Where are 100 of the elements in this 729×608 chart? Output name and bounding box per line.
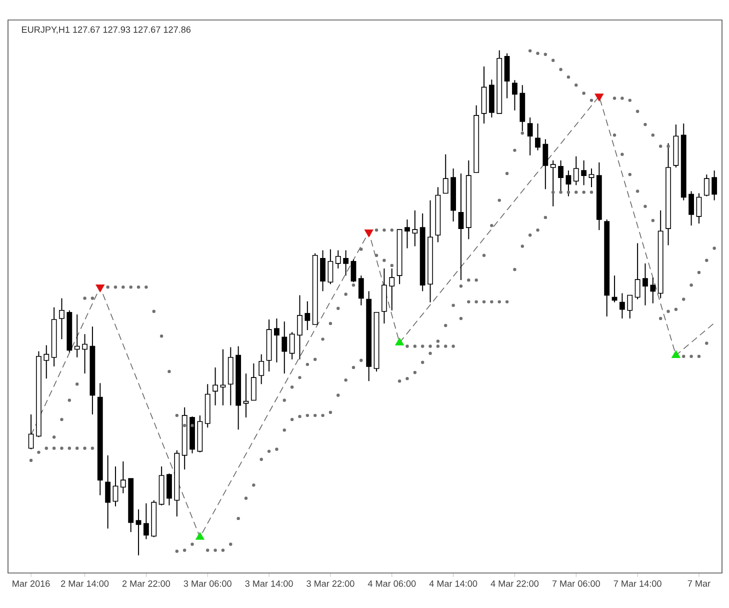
candlestick [619, 292, 625, 319]
point [390, 264, 394, 268]
point [360, 358, 363, 362]
point [474, 300, 478, 304]
candlestick [328, 248, 334, 285]
candlestick [250, 362, 256, 401]
x-tick-label: 2 Mar 22:00 [122, 580, 170, 587]
candlestick [542, 138, 548, 190]
candlestick [28, 414, 34, 450]
candlestick [527, 116, 533, 156]
candlestick [143, 502, 149, 540]
candlestick [550, 160, 556, 207]
point [705, 342, 708, 345]
point [306, 362, 310, 366]
point [620, 152, 624, 156]
chart-title: EURJPY,H1 127.67 127.93 127.67 127.86 [22, 26, 191, 34]
point [520, 244, 524, 248]
candlestick [120, 460, 126, 494]
point [490, 224, 494, 228]
point [498, 198, 501, 202]
point [290, 386, 294, 389]
point [96, 284, 105, 292]
point [682, 354, 686, 358]
candlestick [212, 366, 218, 406]
point [482, 254, 486, 257]
point [328, 322, 332, 326]
candlestick [696, 192, 702, 224]
candlestick [404, 218, 410, 249]
candlestick [82, 334, 88, 374]
point [321, 338, 324, 341]
x-tick-label: 7 Mar 06:00 [552, 580, 600, 587]
point [374, 254, 378, 257]
point [436, 344, 440, 348]
point [528, 49, 532, 52]
x-tick-label: 2 Mar 14:00 [61, 580, 109, 587]
point [175, 550, 179, 553]
candlestick [136, 508, 142, 556]
x-tick-label: 3 Mar 14:00 [245, 580, 293, 587]
candlestick [688, 190, 694, 226]
point [628, 172, 632, 176]
candlestick [389, 268, 395, 311]
candlestick [112, 466, 118, 507]
point [574, 84, 578, 87]
x-tick-label: 7 Mar 14:00 [614, 580, 662, 587]
point [559, 68, 562, 72]
candlestick [412, 210, 418, 247]
point [344, 378, 348, 382]
point [658, 316, 662, 320]
point [420, 344, 424, 348]
point [594, 94, 604, 102]
candlestick [712, 170, 718, 201]
point [336, 394, 340, 397]
candlestick [105, 454, 111, 530]
point [513, 268, 516, 272]
candlestick [59, 298, 64, 340]
x-tick-label: 3 Mar 06:00 [184, 580, 232, 587]
candlestick [581, 160, 587, 186]
point [444, 344, 448, 348]
point [364, 229, 374, 238]
point [551, 58, 555, 62]
x-tick-label: 4 Mar 14:00 [429, 580, 478, 587]
point [536, 52, 540, 55]
candlestick [74, 314, 80, 358]
x-tick-label: 7 Mar [688, 580, 710, 587]
candlestick [44, 344, 50, 380]
point [582, 92, 586, 95]
point [52, 436, 56, 439]
candlestick [458, 173, 464, 281]
point [459, 284, 463, 288]
point [697, 354, 701, 358]
candlestick [350, 258, 356, 283]
candlestick [573, 156, 579, 186]
point [68, 398, 72, 402]
x-tick-label: Mar 2016 [12, 580, 50, 587]
point [406, 344, 409, 348]
point [313, 358, 317, 361]
candlestick [258, 354, 264, 385]
point [382, 258, 386, 262]
candlestick [634, 242, 640, 300]
point [182, 548, 186, 552]
candlestick [642, 262, 648, 306]
point [352, 366, 356, 370]
candlestick [166, 473, 172, 506]
point [467, 300, 470, 304]
point [190, 542, 194, 546]
point [196, 532, 204, 540]
point [666, 310, 670, 314]
candlestick [335, 250, 341, 269]
point [60, 418, 64, 422]
candlestick [566, 170, 572, 197]
point [90, 296, 94, 300]
candlestick [558, 160, 564, 192]
x-tick-label: 4 Mar 06:00 [368, 580, 416, 587]
candlestick [274, 318, 280, 363]
point [612, 134, 616, 137]
point [298, 376, 302, 380]
x-tick-label: 3 Mar 22:00 [306, 580, 354, 587]
point [75, 382, 79, 386]
point [83, 296, 86, 300]
point [395, 338, 404, 346]
